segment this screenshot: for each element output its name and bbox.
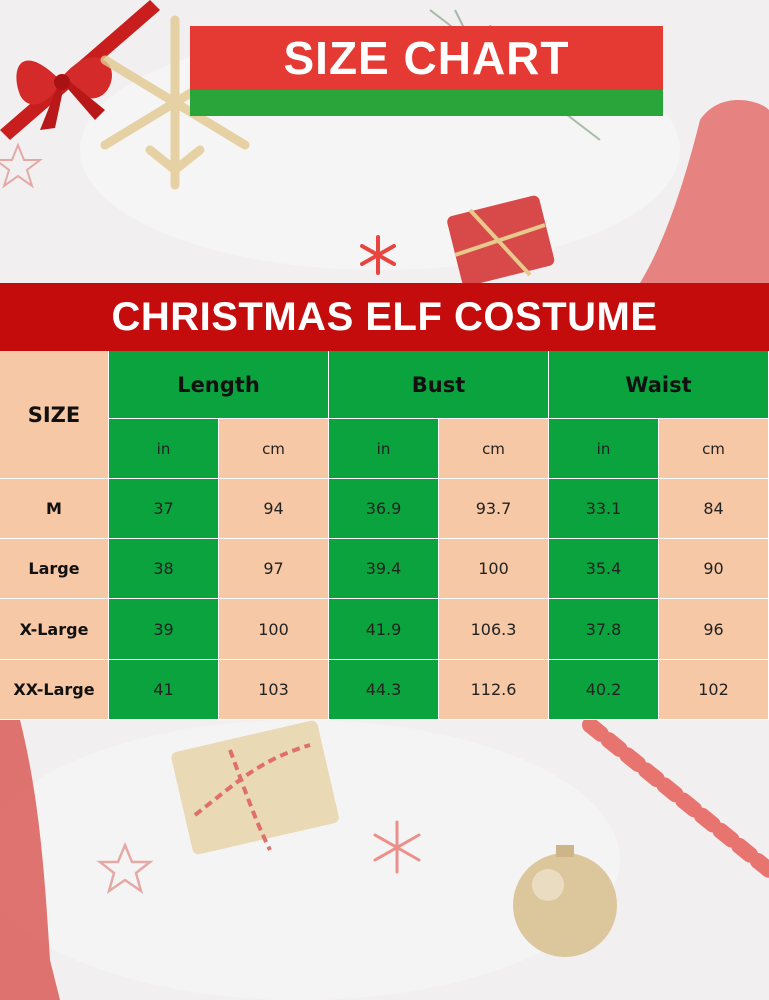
table-cell: 93.7 xyxy=(439,479,549,539)
table-cell: 37.8 xyxy=(549,599,659,660)
red-snowflake-icon xyxy=(360,235,396,275)
waist-header: Waist xyxy=(549,351,769,419)
table-cell: 100 xyxy=(439,539,549,599)
table-cell: 96 xyxy=(659,599,769,660)
size-header: SIZE xyxy=(0,351,109,479)
table-title: CHRISTMAS ELF COSTUME xyxy=(0,283,769,351)
table-cell: 103 xyxy=(219,660,329,720)
table-cell: 36.9 xyxy=(329,479,439,539)
ornament-icon xyxy=(513,845,617,957)
size-label: XX-Large xyxy=(0,660,109,720)
gift-box-icon xyxy=(171,720,339,855)
glove-icon xyxy=(640,100,769,283)
star-icon xyxy=(0,142,43,189)
table-cell: 41 xyxy=(109,660,219,720)
table-cell: 38 xyxy=(109,539,219,599)
banner-accent-stripe xyxy=(190,88,663,116)
table-cell: 41.9 xyxy=(329,599,439,660)
table-cell: 33.1 xyxy=(549,479,659,539)
table-cell: 84 xyxy=(659,479,769,539)
table-cell: 94 xyxy=(219,479,329,539)
table-cell: 39.4 xyxy=(329,539,439,599)
table-cell: 35.4 xyxy=(549,539,659,599)
length-header: Length xyxy=(109,351,329,419)
table-cell: 39 xyxy=(109,599,219,660)
candy-cane-icon xyxy=(582,717,769,878)
size-label: M xyxy=(0,479,109,539)
unit-header: in xyxy=(549,419,659,479)
size-chart-banner: SIZE CHART xyxy=(190,26,663,90)
table-cell: 106.3 xyxy=(439,599,549,660)
size-label: X-Large xyxy=(0,599,109,660)
unit-header: cm xyxy=(659,419,769,479)
size-label: Large xyxy=(0,539,109,599)
table-cell: 44.3 xyxy=(329,660,439,720)
star-icon xyxy=(96,841,154,894)
size-table: SIZE Length Bust Waist in cm in cm in cm… xyxy=(0,351,769,720)
table-cell: 90 xyxy=(659,539,769,599)
table-cell: 37 xyxy=(109,479,219,539)
unit-header: cm xyxy=(439,419,549,479)
table-cell: 102 xyxy=(659,660,769,720)
red-snowflake-icon xyxy=(373,820,421,874)
unit-header: in xyxy=(329,419,439,479)
ribbon-bow-icon xyxy=(0,0,160,140)
table-cell: 112.6 xyxy=(439,660,549,720)
table-cell: 40.2 xyxy=(549,660,659,720)
bust-header: Bust xyxy=(329,351,549,419)
table-cell: 97 xyxy=(219,539,329,599)
unit-header: cm xyxy=(219,419,329,479)
table-cell: 100 xyxy=(219,599,329,660)
unit-header: in xyxy=(109,419,219,479)
gift-box-icon xyxy=(447,195,555,286)
glove-icon xyxy=(0,720,60,1000)
